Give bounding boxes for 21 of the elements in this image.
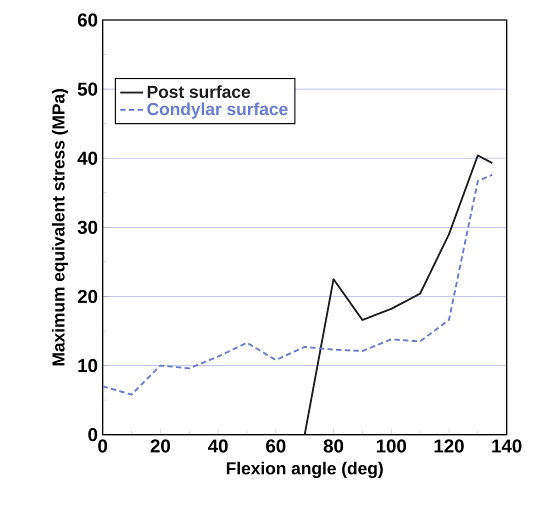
y-tick-label: 0 (88, 428, 98, 442)
y-tick-label: 30 (78, 220, 98, 234)
x-tick-label: 80 (324, 439, 344, 453)
x-tick-label: 0 (98, 439, 108, 453)
x-axis-title: Flexion angle (deg) (226, 462, 383, 478)
y-tick-label: 10 (78, 358, 98, 372)
x-tick-label: 40 (208, 439, 228, 453)
y-tick-label: 50 (78, 82, 98, 96)
x-tick-label: 60 (266, 439, 286, 453)
legend-label: Post surface (148, 85, 250, 98)
y-tick-label: 20 (78, 290, 98, 304)
y-tick-label: 40 (77, 152, 98, 165)
x-tick-label: 120 (434, 439, 464, 453)
line-series (304, 154, 494, 435)
x-tick-label: 100 (376, 439, 406, 453)
y-axis-title: Maximum equivalent stress (MPa) (52, 89, 68, 366)
x-tick-label: 20 (150, 439, 170, 453)
x-tick-label: 140 (492, 439, 522, 453)
legend-label: Condylar surface (147, 102, 288, 119)
line-series (102, 174, 494, 396)
y-tick-label: 60 (78, 13, 98, 27)
